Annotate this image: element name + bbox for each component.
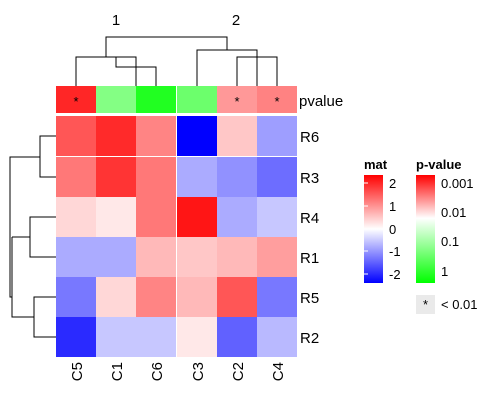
annotation-cell: [217, 86, 257, 113]
pvalue-legend-tick: 0.001: [441, 176, 474, 191]
pvalue-legend-title: p-value: [416, 157, 462, 172]
row-label: R2: [300, 330, 319, 347]
dendrogram-branch: [11, 237, 34, 318]
heatmap-cell: [217, 277, 257, 317]
heatmap-cell: [96, 237, 136, 277]
column-label: C3: [190, 362, 207, 381]
column-dendrogram: [75, 36, 278, 86]
heatmap-cell: [96, 277, 136, 317]
heatmap-cells: [56, 116, 297, 357]
heatmap-cell: [177, 157, 217, 197]
heatmap-cell: [96, 197, 136, 237]
dendrogram-branch: [75, 56, 137, 86]
mat-legend-tick: 1: [389, 199, 396, 214]
column-label: C2: [230, 362, 247, 381]
row-label: R6: [300, 129, 319, 146]
row-label: R4: [300, 210, 319, 227]
column-label: C4: [270, 362, 287, 381]
heatmap-cell: [257, 237, 297, 277]
heatmap-cell: [136, 277, 176, 317]
heatmap-cell: [56, 237, 96, 277]
dendrogram-branch: [33, 296, 56, 338]
significance-legend-key: [416, 295, 435, 314]
split-label: 1: [112, 12, 120, 29]
heatmap-cell: [217, 197, 257, 237]
heatmap-cell: [136, 197, 176, 237]
dendrogram-branch: [196, 49, 258, 86]
significance-mark: *: [73, 94, 78, 109]
pvalue-legend-tick: 1: [441, 264, 448, 279]
heatmap-cell: [136, 237, 176, 277]
mat-legend: mat 2 1 0 -1 -2: [364, 157, 401, 283]
column-label: C1: [109, 362, 126, 381]
significance-legend: * < 0.01: [416, 295, 478, 314]
dendrogram-branch: [236, 56, 278, 86]
row-label: R5: [300, 290, 319, 307]
heatmap-cell: [56, 197, 96, 237]
annotation-cell: [56, 86, 96, 113]
column-label: C6: [149, 362, 166, 381]
dendrogram-branch: [105, 36, 228, 57]
annotation-label: pvalue: [299, 93, 343, 110]
heatmap-cell: [177, 197, 217, 237]
row-label: R1: [300, 250, 319, 267]
heatmap-cell: [177, 277, 217, 317]
column-label: C5: [69, 362, 86, 381]
dendrogram-branch: [29, 216, 56, 258]
heatmap-cell: [257, 317, 297, 357]
dendrogram-branch: [9, 156, 40, 298]
dendrogram-branch: [39, 135, 56, 178]
heatmap-cell: [257, 197, 297, 237]
significance-mark: *: [234, 94, 239, 109]
mat-legend-tick: -1: [389, 244, 401, 259]
split-label: 2: [232, 12, 240, 29]
heatmap-cell: [217, 317, 257, 357]
heatmap-cell: [136, 317, 176, 357]
column-labels: C5 C1 C6 C3 C2 C4: [69, 362, 287, 381]
heatmap-cell: [257, 277, 297, 317]
annotation-cell: [96, 86, 136, 113]
heatmap-cell: [177, 116, 217, 156]
heatmap-cell: [177, 317, 217, 357]
mat-legend-tick: -2: [389, 267, 401, 282]
heatmap-cell: [217, 116, 257, 156]
pvalue-legend-tick: 0.01: [441, 205, 466, 220]
heatmap-cell: [56, 116, 96, 156]
row-label: R3: [300, 170, 319, 187]
heatmap-cell: [136, 157, 176, 197]
significance-mark: *: [274, 94, 279, 109]
annotation-cell: [257, 86, 297, 113]
heatmap-cell: [217, 157, 257, 197]
pvalue-legend-tick: 0.1: [441, 234, 459, 249]
heatmap-cell: [177, 237, 217, 277]
mat-legend-colorbar: [364, 175, 383, 283]
heatmap-cell: [96, 317, 136, 357]
heatmap-cell: [56, 157, 96, 197]
heatmap-cell: [136, 116, 176, 156]
significance-legend-symbol: *: [423, 297, 428, 312]
mat-legend-title: mat: [364, 157, 388, 172]
pvalue-legend-colorbar: [416, 175, 435, 283]
heatmap-cell: [56, 317, 96, 357]
pvalue-legend: p-value 0.001 0.01 0.1 1: [416, 157, 474, 283]
heatmap-cell: [257, 116, 297, 156]
heatmap-cell: [56, 277, 96, 317]
heatmap-cell: [96, 116, 136, 156]
mat-legend-tick: 2: [389, 176, 396, 191]
pvalue-annotation-track: * * *: [56, 86, 297, 113]
annotation-cell: [177, 86, 217, 113]
heatmap-cell: [217, 237, 257, 277]
heatmap-cell: [257, 157, 297, 197]
row-labels: R6 R3 R4 R1 R5 R2: [300, 129, 319, 347]
row-dendrogram: [9, 135, 56, 338]
significance-legend-label: < 0.01: [441, 297, 478, 312]
annotation-cell: [136, 86, 176, 113]
mat-legend-tick: 0: [389, 222, 396, 237]
heatmap-cell: [96, 157, 136, 197]
